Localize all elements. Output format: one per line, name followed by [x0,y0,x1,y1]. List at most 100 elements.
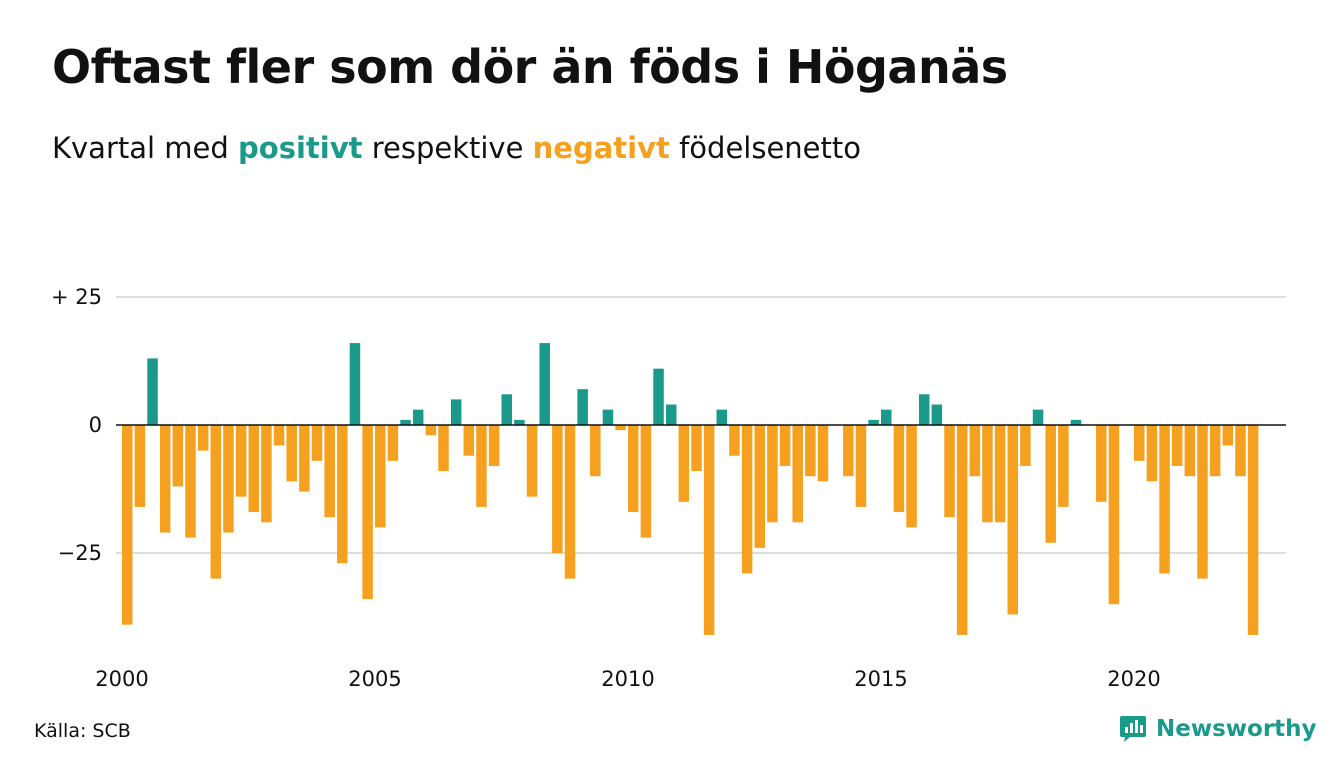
bar-negative [741,425,753,574]
bar-negative [729,425,740,456]
y-tick-label: −25 [58,541,102,565]
bar-negative [590,425,601,477]
bar-positive [450,399,462,425]
bar-negative [387,425,399,461]
bar-positive [412,409,424,425]
bar-negative [944,425,955,518]
gridlines [116,296,1286,554]
subtitle-middle: respektive [371,131,524,165]
subtitle-prefix: Kvartal med [52,131,229,165]
bar-negative [1045,425,1056,543]
bar-negative [235,425,247,497]
bar-negative [172,425,184,487]
bar-negative [969,425,981,477]
bar-negative [1235,425,1246,477]
axes: + 25 0 −25 2000 2005 2010 2015 2020 [51,285,1286,691]
newsworthy-icon [1120,716,1146,742]
bar-negative [1020,425,1031,466]
bar-positive [868,419,879,425]
bar-negative [893,425,905,513]
bar-negative [678,425,690,502]
bar-negative [703,425,715,635]
bar-negative [628,425,639,513]
bar-negative [362,425,373,600]
bars [122,343,1259,635]
bar-negative [299,425,310,492]
bar-negative [261,425,272,523]
bar-negative [691,425,702,472]
bar-positive [602,409,614,425]
bar-negative [767,425,778,523]
bar-negative [564,425,576,579]
bar-negative [375,425,386,528]
x-tick-label: 2005 [348,667,401,691]
bar-negative [476,425,487,507]
bar-positive [577,389,588,425]
bar-positive [665,404,677,425]
bar-positive [716,409,728,425]
bar-positive [501,394,512,425]
bar-negative [311,425,323,461]
bar-negative [1247,425,1259,635]
bar-negative [324,425,335,518]
bar-negative [906,425,917,528]
bar-negative [552,425,563,553]
bar-negative [982,425,993,523]
bar-negative [210,425,222,579]
bar-negative [843,425,854,477]
x-tick-label: 2015 [854,667,907,691]
bar-negative [425,425,437,436]
bar-negative [122,425,133,625]
bar-positive [1070,419,1082,425]
bar-negative [1209,425,1221,477]
bar-negative [134,425,146,507]
bar-negative [159,425,171,533]
bar-negative [817,425,829,482]
subtitle-suffix: födelsenetto [679,131,861,165]
bar-negative [1159,425,1170,574]
chart-title: Oftast fler som dör än föds i Höganäs [52,40,1008,94]
bar-negative [197,425,209,451]
bar-negative [273,425,285,446]
subtitle-negative-word: negativt [532,131,670,165]
bar-negative [1222,425,1234,446]
bar-negative [1184,425,1196,477]
bar-negative [1171,425,1183,466]
brand-name: Newsworthy [1156,716,1317,742]
bar-negative [640,425,652,538]
bar-negative [956,425,968,635]
bar-negative [1096,425,1107,502]
x-tick-label: 2010 [601,667,654,691]
bar-negative [1197,425,1208,579]
bar-negative [463,425,475,456]
bar-negative [855,425,867,507]
chart-subtitle: Kvartal med positivt respektive negativt… [52,131,861,165]
bar-negative [805,425,816,477]
y-tick-label: + 25 [51,285,102,309]
bar-negative [1146,425,1158,482]
bar-positive [539,343,550,425]
x-tick-label: 2020 [1107,667,1160,691]
x-tick-label: 2000 [95,667,148,691]
bar-negative [1058,425,1069,507]
bar-negative [994,425,1006,523]
source-note: Källa: SCB [34,720,131,742]
bar-negative [488,425,500,466]
bar-negative [754,425,765,548]
bar-positive [881,409,892,425]
newsworthy-logo[interactable]: Newsworthy [1118,714,1317,744]
bar-negative [792,425,803,523]
bar-positive [514,419,525,425]
bar-negative [248,425,259,513]
bar-positive [147,358,158,425]
bar-negative [1134,425,1145,461]
bar-negative [337,425,348,564]
y-tick-label: 0 [89,413,102,437]
bar-positive [918,394,930,425]
bar-negative [526,425,538,497]
bar-positive [931,404,943,425]
bar-negative [779,425,791,466]
bar-negative [1108,425,1120,605]
bar-negative [185,425,196,538]
